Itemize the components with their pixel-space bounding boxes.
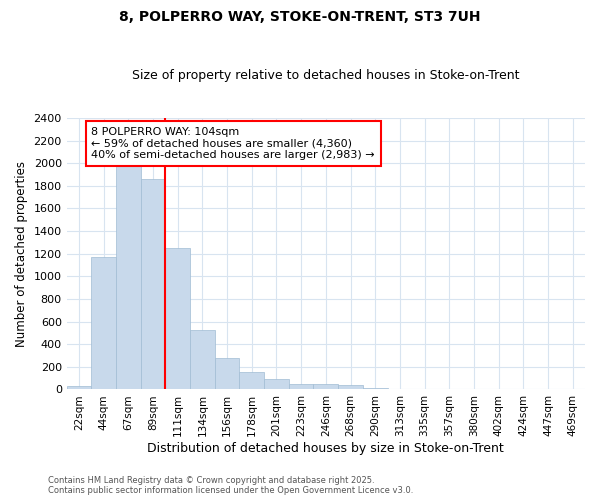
Bar	[289, 384, 313, 390]
Text: 8 POLPERRO WAY: 104sqm
← 59% of detached houses are smaller (4,360)
40% of semi-: 8 POLPERRO WAY: 104sqm ← 59% of detached…	[91, 127, 375, 160]
Y-axis label: Number of detached properties: Number of detached properties	[15, 160, 28, 346]
Bar	[215, 358, 239, 390]
Bar	[239, 372, 264, 390]
Bar	[91, 256, 116, 390]
Bar	[116, 166, 141, 390]
Title: Size of property relative to detached houses in Stoke-on-Trent: Size of property relative to detached ho…	[132, 69, 520, 82]
Bar	[338, 385, 363, 390]
X-axis label: Distribution of detached houses by size in Stoke-on-Trent: Distribution of detached houses by size …	[148, 442, 504, 455]
Text: 8, POLPERRO WAY, STOKE-ON-TRENT, ST3 7UH: 8, POLPERRO WAY, STOKE-ON-TRENT, ST3 7UH	[119, 10, 481, 24]
Bar	[166, 248, 190, 390]
Bar	[313, 384, 338, 390]
Bar	[67, 386, 91, 390]
Bar	[141, 179, 166, 390]
Bar	[264, 380, 289, 390]
Bar	[190, 330, 215, 390]
Text: Contains HM Land Registry data © Crown copyright and database right 2025.
Contai: Contains HM Land Registry data © Crown c…	[48, 476, 413, 495]
Bar	[388, 388, 412, 390]
Bar	[363, 388, 388, 390]
